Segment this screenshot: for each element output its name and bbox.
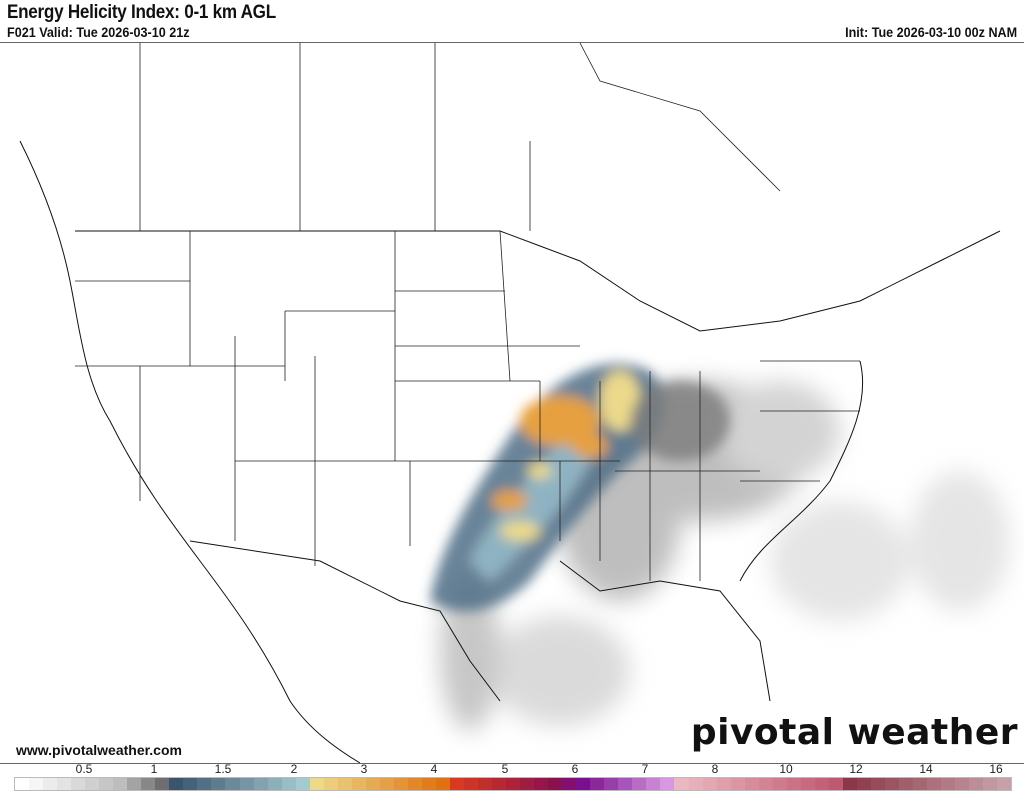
colorbar-swatch <box>913 778 928 790</box>
map-canvas <box>19 43 1010 763</box>
colorbar-ticks: 0.5 1 1.5 2 3 4 5 6 7 8 10 12 14 16 <box>0 762 1024 776</box>
colorbar-swatch <box>506 778 521 790</box>
colorbar-swatch <box>71 778 86 790</box>
colorbar-swatch <box>618 778 633 790</box>
colorbar-swatch <box>646 778 661 790</box>
colorbar-swatch <box>29 778 44 790</box>
colorbar-tick: 10 <box>779 762 793 776</box>
colorbar-tick: 2 <box>290 762 298 776</box>
colorbar-tick: 16 <box>989 762 1003 776</box>
colorbar-swatch <box>941 778 956 790</box>
colorbar-swatch <box>309 778 324 790</box>
colorbar-swatch <box>786 778 801 790</box>
colorbar-swatch <box>141 778 156 790</box>
colorbar-swatch <box>772 778 787 790</box>
colorbar-swatch <box>590 778 605 790</box>
colorbar-swatch <box>155 778 170 790</box>
weather-map[interactable] <box>0 42 1024 764</box>
colorbar-swatch <box>85 778 100 790</box>
colorbar-swatch <box>800 778 815 790</box>
colorbar-swatch <box>43 778 58 790</box>
colorbar-swatch <box>113 778 128 790</box>
colorbar-swatch <box>478 778 493 790</box>
colorbar-swatch <box>983 778 998 790</box>
colorbar-swatch <box>267 778 282 790</box>
colorbar-swatch <box>365 778 380 790</box>
colorbar-swatch <box>57 778 72 790</box>
init-time: Init: Tue 2026-03-10 00z NAM <box>844 24 1017 40</box>
colorbar-swatch <box>407 778 422 790</box>
colorbar-swatch <box>225 778 240 790</box>
colorbar-tick: 6 <box>571 762 579 776</box>
colorbar-swatch <box>127 778 142 790</box>
colorbar-swatch <box>99 778 114 790</box>
valid-time: F021 Valid: Tue 2026-03-10 21z <box>7 24 190 40</box>
brand-watermark: pivotal weather <box>690 712 1018 753</box>
colorbar-swatch <box>464 778 479 790</box>
map-title: Energy Helicity Index: 0-1 km AGL <box>7 2 276 23</box>
colorbar-swatch <box>239 778 254 790</box>
website-label: www.pivotalweather.com <box>14 742 184 758</box>
colorbar-swatch <box>295 778 310 790</box>
colorbar-swatch <box>379 778 394 790</box>
colorbar-swatch <box>211 778 226 790</box>
colorbar-swatch <box>534 778 549 790</box>
colorbar-swatch <box>421 778 436 790</box>
colorbar-swatch <box>856 778 871 790</box>
colorbar-swatch <box>183 778 198 790</box>
colorbar-swatch <box>197 778 212 790</box>
colorbar-swatch <box>884 778 899 790</box>
colorbar-swatch <box>435 778 450 790</box>
colorbar-swatch <box>253 778 268 790</box>
colorbar-swatch <box>548 778 563 790</box>
colorbar-tick: 5 <box>501 762 509 776</box>
colorbar-swatch <box>814 778 829 790</box>
colorbar-swatch <box>702 778 717 790</box>
colorbar-swatch <box>898 778 913 790</box>
colorbar-swatch <box>870 778 885 790</box>
colorbar-swatch <box>323 778 338 790</box>
colorbar-swatch <box>281 778 296 790</box>
colorbar-tick: 8 <box>711 762 719 776</box>
colorbar-swatch <box>927 778 942 790</box>
colorbar-swatch <box>632 778 647 790</box>
colorbar-swatch <box>576 778 591 790</box>
colorbar-swatch <box>15 778 30 790</box>
colorbar-swatch <box>744 778 759 790</box>
colorbar-tick: 14 <box>919 762 933 776</box>
colorbar-swatch <box>955 778 970 790</box>
colorbar-tick: 4 <box>430 762 438 776</box>
colorbar-swatch <box>688 778 703 790</box>
colorbar-swatch <box>351 778 366 790</box>
ehi-shading <box>430 363 1010 731</box>
colorbar-swatch <box>169 778 184 790</box>
colorbar-tick: 1 <box>150 762 158 776</box>
colorbar-swatch <box>562 778 577 790</box>
colorbar-swatch <box>828 778 843 790</box>
colorbar <box>14 777 1012 791</box>
colorbar-swatch <box>997 778 1012 790</box>
colorbar-swatch <box>660 778 675 790</box>
colorbar-swatch <box>716 778 731 790</box>
colorbar-tick: 12 <box>849 762 863 776</box>
colorbar-swatch <box>393 778 408 790</box>
colorbar-swatch <box>758 778 773 790</box>
colorbar-swatch <box>492 778 507 790</box>
colorbar-swatch <box>969 778 984 790</box>
colorbar-tick: 0.5 <box>75 762 93 776</box>
colorbar-swatch <box>337 778 352 790</box>
colorbar-swatch <box>842 778 857 790</box>
colorbar-swatch <box>730 778 745 790</box>
colorbar-tick: 3 <box>360 762 368 776</box>
colorbar-swatch <box>520 778 535 790</box>
colorbar-swatch <box>449 778 464 790</box>
colorbar-tick: 7 <box>641 762 649 776</box>
colorbar-swatch <box>674 778 689 790</box>
colorbar-tick: 1.5 <box>214 762 232 776</box>
map-boundaries <box>19 43 1001 763</box>
colorbar-swatch <box>604 778 619 790</box>
